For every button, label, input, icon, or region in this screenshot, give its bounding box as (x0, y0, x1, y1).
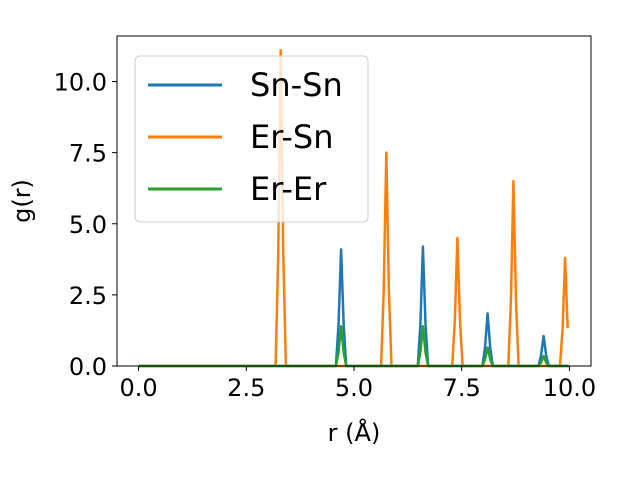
legend-label-sn-sn: Sn-Sn (250, 66, 343, 104)
x-axis-label-text: r (Å) (328, 418, 381, 447)
y-tick-label: 0.0 (69, 353, 107, 381)
legend-frame (134, 55, 369, 223)
x-tick-label: 2.5 (227, 374, 265, 402)
x-axis-label: r (Å) (328, 418, 381, 447)
y-axis-label-text: g(r) (8, 179, 36, 223)
x-tick-label: 5.0 (335, 374, 373, 402)
legend: Sn-Sn Er-Sn Er-Er (134, 55, 369, 223)
y-tick-label: 10.0 (54, 69, 107, 97)
y-tick-label: 2.5 (69, 282, 107, 310)
x-tick-label: 0.0 (119, 374, 157, 402)
y-tick-label: 5.0 (69, 211, 107, 239)
legend-label-er-er: Er-Er (250, 170, 327, 208)
series-line-er-er (138, 324, 569, 368)
legend-label-er-sn: Er-Sn (250, 118, 333, 156)
ticks-layer: 0.0 2.5 5.0 7.5 10.0 0.0 2.5 5.0 7.5 10.0 (54, 69, 597, 402)
y-axis-label: g(r) (8, 179, 36, 223)
y-tick-label: 7.5 (69, 140, 107, 168)
x-tick-label: 7.5 (443, 374, 481, 402)
x-tick-label: 10.0 (543, 374, 596, 402)
series-line-sn-sn (138, 245, 569, 368)
